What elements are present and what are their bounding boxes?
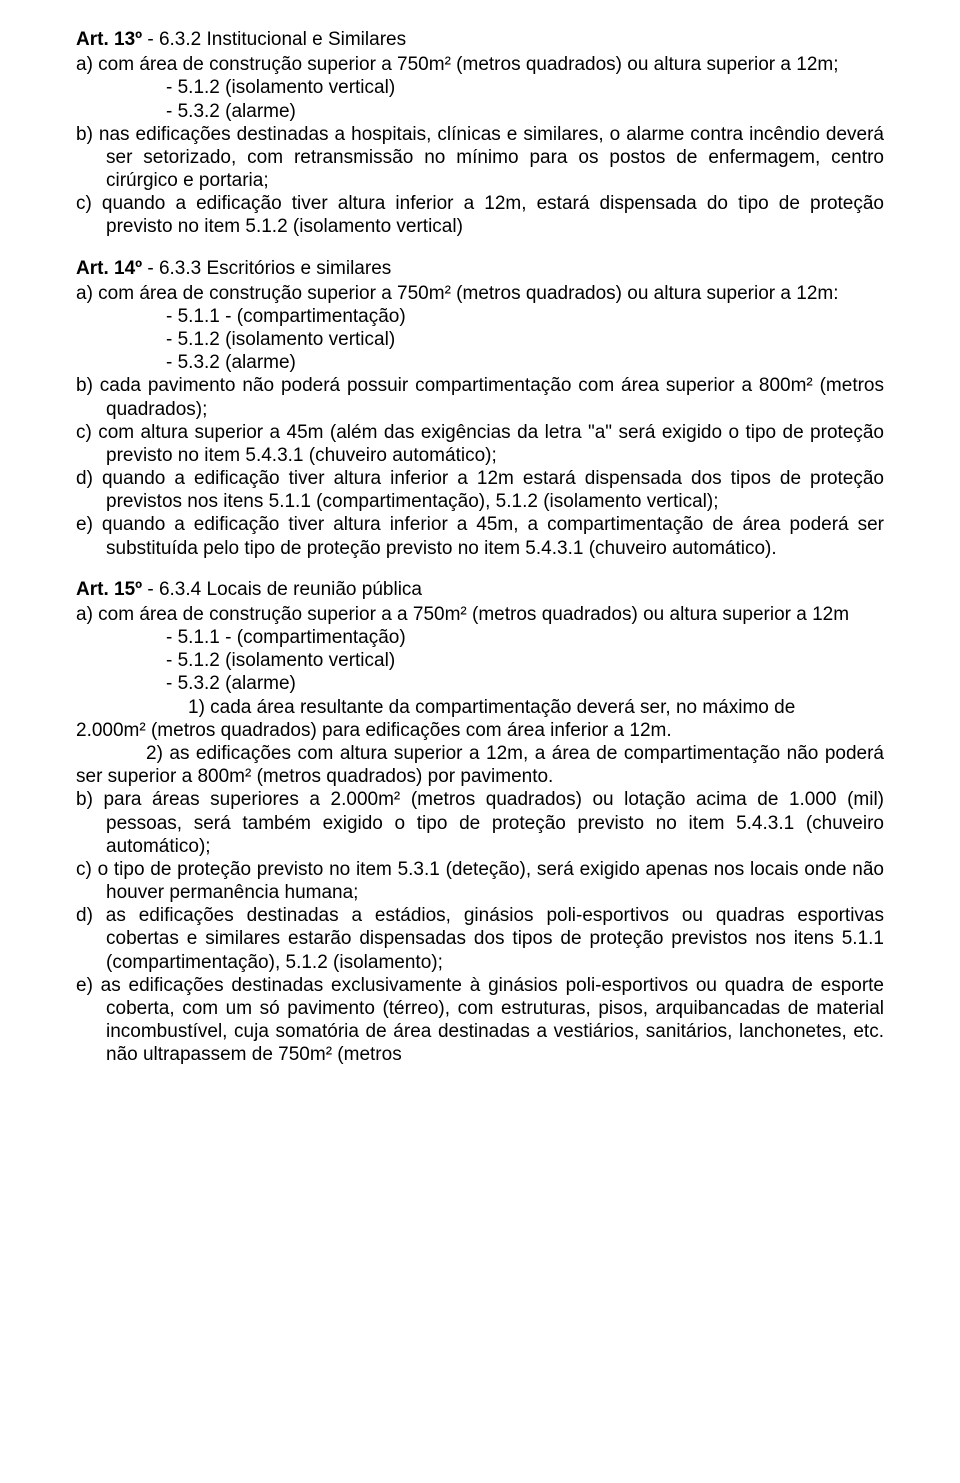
art14-a-dash-2: - 5.1.2 (isolamento vertical) [76, 328, 884, 351]
art13-a-dash-2: - 5.3.2 (alarme) [76, 100, 884, 123]
art14-item-d: d) quando a edificação tiver altura infe… [76, 467, 884, 513]
art14-label: Art. 14º [76, 258, 142, 279]
art13-item-a: a) com área de construção superior a 750… [76, 53, 884, 76]
art15-item-b: b) para áreas superiores a 2.000m² (metr… [76, 788, 884, 858]
article-14: Art. 14º - 6.3.3 Escritórios e similares… [76, 257, 884, 560]
art15-note-1-line2: 2.000m² (metros quadrados) para edificaç… [76, 719, 884, 742]
art15-label: Art. 15º [76, 579, 142, 600]
art14-item-a: a) com área de construção superior a 750… [76, 282, 884, 305]
art14-item-b: b) cada pavimento não poderá possuir com… [76, 374, 884, 420]
art15-item-e: e) as edificações destinadas exclusivame… [76, 974, 884, 1067]
art15-note-2: 2) as edificações com altura superior a … [76, 742, 884, 788]
art14-title: - 6.3.3 Escritórios e similares [142, 258, 391, 279]
art15-a-dash-2: - 5.1.2 (isolamento vertical) [76, 649, 884, 672]
art15-a-dash-1: - 5.1.1 - (compartimentação) [76, 626, 884, 649]
art15-heading: Art. 15º - 6.3.4 Locais de reunião públi… [76, 578, 884, 601]
art13-label: Art. 13º [76, 29, 142, 50]
art15-item-d: d) as edificações destinadas a estádios,… [76, 904, 884, 974]
article-15: Art. 15º - 6.3.4 Locais de reunião públi… [76, 578, 884, 1067]
art14-a-dash-3: - 5.3.2 (alarme) [76, 351, 884, 374]
document-page: Art. 13º - 6.3.2 Institucional e Similar… [0, 0, 960, 1124]
art13-heading: Art. 13º - 6.3.2 Institucional e Similar… [76, 28, 884, 51]
art15-item-a: a) com área de construção superior a a 7… [76, 603, 884, 626]
art13-title: - 6.3.2 Institucional e Similares [142, 29, 406, 50]
art14-a-dash-1: - 5.1.1 - (compartimentação) [76, 305, 884, 328]
art13-a-dash-1: - 5.1.2 (isolamento vertical) [76, 76, 884, 99]
art14-heading: Art. 14º - 6.3.3 Escritórios e similares [76, 257, 884, 280]
article-13: Art. 13º - 6.3.2 Institucional e Similar… [76, 28, 884, 239]
art15-note-1-line1: 1) cada área resultante da compartimenta… [76, 696, 884, 719]
art13-item-b: b) nas edificações destinadas a hospitai… [76, 123, 884, 193]
art15-a-dash-3: - 5.3.2 (alarme) [76, 672, 884, 695]
art15-title: - 6.3.4 Locais de reunião pública [142, 579, 422, 600]
art14-item-e: e) quando a edificação tiver altura infe… [76, 513, 884, 559]
art13-item-c: c) quando a edificação tiver altura infe… [76, 192, 884, 238]
art15-item-c: c) o tipo de proteção previsto no item 5… [76, 858, 884, 904]
art14-item-c: c) com altura superior a 45m (além das e… [76, 421, 884, 467]
